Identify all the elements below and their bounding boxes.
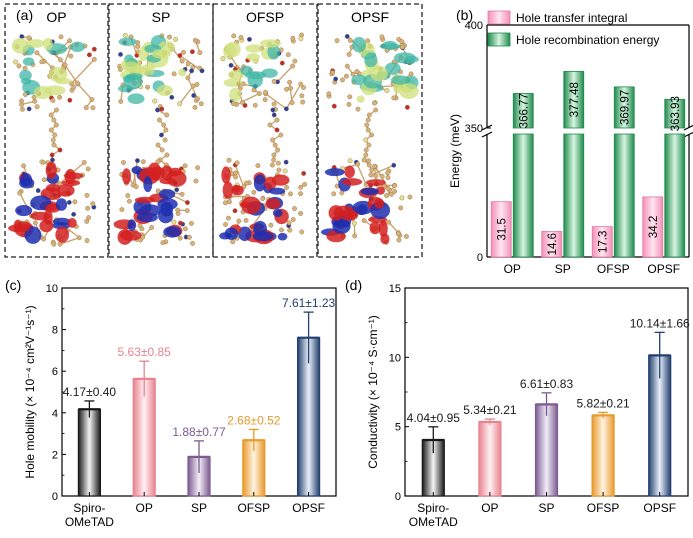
recombination-energy-bar-lower bbox=[564, 134, 584, 257]
recombination-energy-value: 369.97 bbox=[619, 90, 631, 125]
x-tick-label: OMeTAD bbox=[65, 515, 114, 529]
x-tick-label: SP bbox=[555, 262, 571, 276]
value-label: 5.63±0.85 bbox=[118, 345, 172, 359]
value-label: 1.88±0.77 bbox=[172, 425, 226, 439]
x-tick-label: OMeTAD bbox=[409, 515, 458, 529]
panel-d-label: (d) bbox=[345, 277, 362, 293]
value-bar bbox=[592, 415, 614, 496]
y-tick-label: 10 bbox=[46, 283, 58, 295]
y-tick-label: 15 bbox=[389, 283, 401, 295]
orbital-lobes bbox=[321, 37, 419, 244]
value-label: 4.17±0.40 bbox=[63, 385, 117, 399]
panel-c-label: (c) bbox=[5, 277, 21, 293]
recombination-energy-value: 363.93 bbox=[670, 96, 682, 131]
value-label: 5.82±0.21 bbox=[576, 396, 630, 410]
legend-label: Hole recombination energy bbox=[516, 33, 659, 47]
value-bar bbox=[78, 409, 100, 496]
y-tick-label: 8 bbox=[52, 325, 58, 337]
molecule-label: OP bbox=[46, 9, 66, 25]
transfer-integral-value: 34.2 bbox=[648, 216, 660, 238]
x-tick-label: OPSF bbox=[643, 501, 676, 515]
molecule-skeleton bbox=[221, 33, 307, 244]
value-bar bbox=[536, 404, 558, 496]
x-tick-label: OPSF bbox=[647, 262, 680, 276]
value-label: 6.61±0.83 bbox=[520, 377, 574, 391]
x-tick-label: SP bbox=[538, 501, 554, 515]
y-tick-label: 0 bbox=[477, 252, 483, 264]
legend-label: Hole transfer integral bbox=[516, 11, 627, 25]
y-tick-label: 2 bbox=[52, 449, 58, 461]
x-tick-label: Spiro- bbox=[73, 501, 105, 515]
orbital-lobes bbox=[219, 39, 289, 244]
legend-swatch bbox=[488, 33, 510, 46]
y-tick-label: 6 bbox=[52, 366, 58, 378]
molecule-label: OPSF bbox=[351, 9, 389, 25]
value-label: 4.04±0.95 bbox=[407, 411, 461, 425]
recombination-energy-value: 366.77 bbox=[518, 93, 530, 128]
value-label: 2.68±0.52 bbox=[227, 413, 281, 427]
panel-a-molecules: (a) OP SP OFSP OPSF bbox=[5, 4, 422, 257]
panel-a-label: (a) bbox=[16, 7, 33, 23]
recombination-energy-bar-lower bbox=[614, 134, 634, 257]
value-bar bbox=[479, 422, 501, 496]
value-label: 7.61±1.23 bbox=[282, 296, 336, 310]
x-tick-label: OFSP bbox=[237, 501, 270, 515]
x-tick-label: OPSF bbox=[292, 501, 325, 515]
recombination-energy-bar-lower bbox=[665, 134, 685, 257]
x-tick-label: Spiro- bbox=[417, 501, 449, 515]
x-tick-label: SP bbox=[191, 501, 207, 515]
x-tick-label: OFSP bbox=[597, 262, 630, 276]
recombination-energy-value: 377.48 bbox=[569, 82, 581, 117]
orbital-lobes bbox=[114, 35, 187, 245]
recombination-energy-bar-lower bbox=[513, 134, 533, 257]
y-tick-label: 5 bbox=[395, 422, 401, 434]
molecule-label: OFSP bbox=[246, 9, 284, 25]
panel-c-chart: (c) 0 2 4 6 8 10 Hole mobility (× 10⁻⁴ cm²V⁻¹s… bbox=[5, 277, 336, 529]
y-tick-label: 4 bbox=[52, 408, 58, 420]
y-tick-label: 0 bbox=[395, 491, 401, 503]
legend: Hole transfer integral Hole recombination… bbox=[488, 11, 659, 47]
y-axis-label: Energy (meV) bbox=[448, 114, 462, 188]
panel-d-chart: (d) 0 5 10 15 Conductivity (× 10⁻⁴ S·cm⁻¹) 4.… bbox=[345, 277, 690, 529]
molecule-label: SP bbox=[152, 9, 171, 25]
value-label: 10.14±1.66 bbox=[630, 316, 690, 330]
x-tick-label: OP bbox=[481, 501, 498, 515]
y-axis-label: Hole mobility (× 10⁻⁴ cm²V⁻¹s⁻¹) bbox=[23, 305, 37, 478]
y-tick-label: 10 bbox=[389, 352, 401, 364]
x-tick-label: OP bbox=[504, 262, 521, 276]
transfer-integral-value: 17.3 bbox=[597, 231, 609, 253]
transfer-integral-value: 14.6 bbox=[547, 233, 559, 255]
value-label: 5.34±0.21 bbox=[463, 403, 517, 417]
y-tick-label: 350 bbox=[465, 123, 483, 135]
y-tick-label: 400 bbox=[465, 20, 483, 32]
y-tick-label: 0 bbox=[52, 491, 58, 503]
legend-swatch bbox=[488, 11, 510, 24]
x-tick-label: OFSP bbox=[587, 501, 620, 515]
y-axis-label: Conductivity (× 10⁻⁴ S·cm⁻¹) bbox=[366, 315, 380, 469]
transfer-integral-value: 31.5 bbox=[496, 218, 508, 240]
x-tick-label: OP bbox=[136, 501, 153, 515]
